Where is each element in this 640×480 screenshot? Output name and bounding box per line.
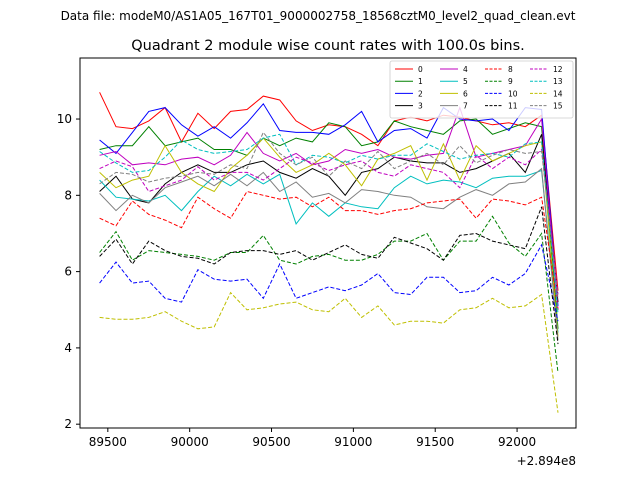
series-line-10 [99, 243, 559, 322]
series-line-8 [99, 190, 559, 310]
series-line-5 [99, 169, 559, 333]
legend-label: 10 [508, 89, 518, 98]
y-tick-label: 4 [64, 341, 72, 355]
x-tick-label: 90500 [252, 435, 290, 449]
y-tick-label: 6 [64, 265, 72, 279]
series-line-3 [99, 134, 559, 303]
legend-label: 6 [463, 89, 468, 98]
axes-frame [79, 57, 577, 429]
legend-label: 11 [508, 102, 518, 111]
x-tick-label: 91000 [334, 435, 372, 449]
x-tick-label: 90000 [171, 435, 209, 449]
y-tick-label: 8 [64, 188, 72, 202]
x-tick-label: 91500 [416, 435, 454, 449]
series-line-6 [99, 137, 559, 337]
x-tick-label: 89500 [89, 435, 127, 449]
legend-label: 1 [418, 77, 423, 86]
y-tick-label: 2 [64, 417, 72, 431]
legend-label: 3 [418, 102, 423, 111]
legend-label: 7 [463, 102, 468, 111]
series-line-11 [99, 206, 559, 345]
legend-label: 5 [463, 77, 468, 86]
legend-label: 13 [553, 77, 563, 86]
legend-label: 0 [418, 65, 423, 74]
legend-label: 4 [463, 65, 468, 74]
series-layer [99, 92, 559, 413]
series-line-14 [99, 291, 559, 413]
series-line-4 [99, 106, 559, 310]
legend-label: 8 [508, 65, 513, 74]
y-tick-label: 10 [57, 112, 72, 126]
file-label: Data file: modeM0/AS1A05_167T01_90000027… [61, 9, 576, 23]
series-line-13 [99, 133, 559, 314]
legend-label: 12 [553, 65, 563, 74]
x-tick-label: 92000 [498, 435, 536, 449]
y-axis: 2 4 6 8 10 [57, 112, 80, 431]
legend-label: 15 [553, 102, 563, 111]
chart-title: Quadrant 2 module wise count rates with … [131, 38, 525, 54]
x-axis: 89500 90000 90500 91000 91500 92000 [89, 428, 536, 449]
series-line-9 [99, 215, 559, 373]
legend-label: 2 [418, 89, 423, 98]
series-line-7 [99, 167, 559, 341]
legend-label: 14 [553, 89, 563, 98]
legend-box [389, 60, 574, 119]
x-offset-label: +2.894e8 [517, 454, 576, 468]
legend-label: 9 [508, 77, 513, 86]
series-line-2 [99, 102, 559, 306]
series-line-0 [99, 92, 559, 291]
series-line-1 [99, 118, 559, 329]
